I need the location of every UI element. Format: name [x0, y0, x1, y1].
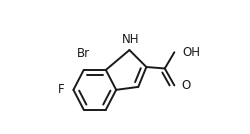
Text: Br: Br [76, 46, 90, 59]
Text: F: F [58, 83, 64, 96]
Text: NH: NH [122, 33, 139, 46]
Text: O: O [182, 79, 191, 92]
Text: OH: OH [182, 46, 200, 59]
